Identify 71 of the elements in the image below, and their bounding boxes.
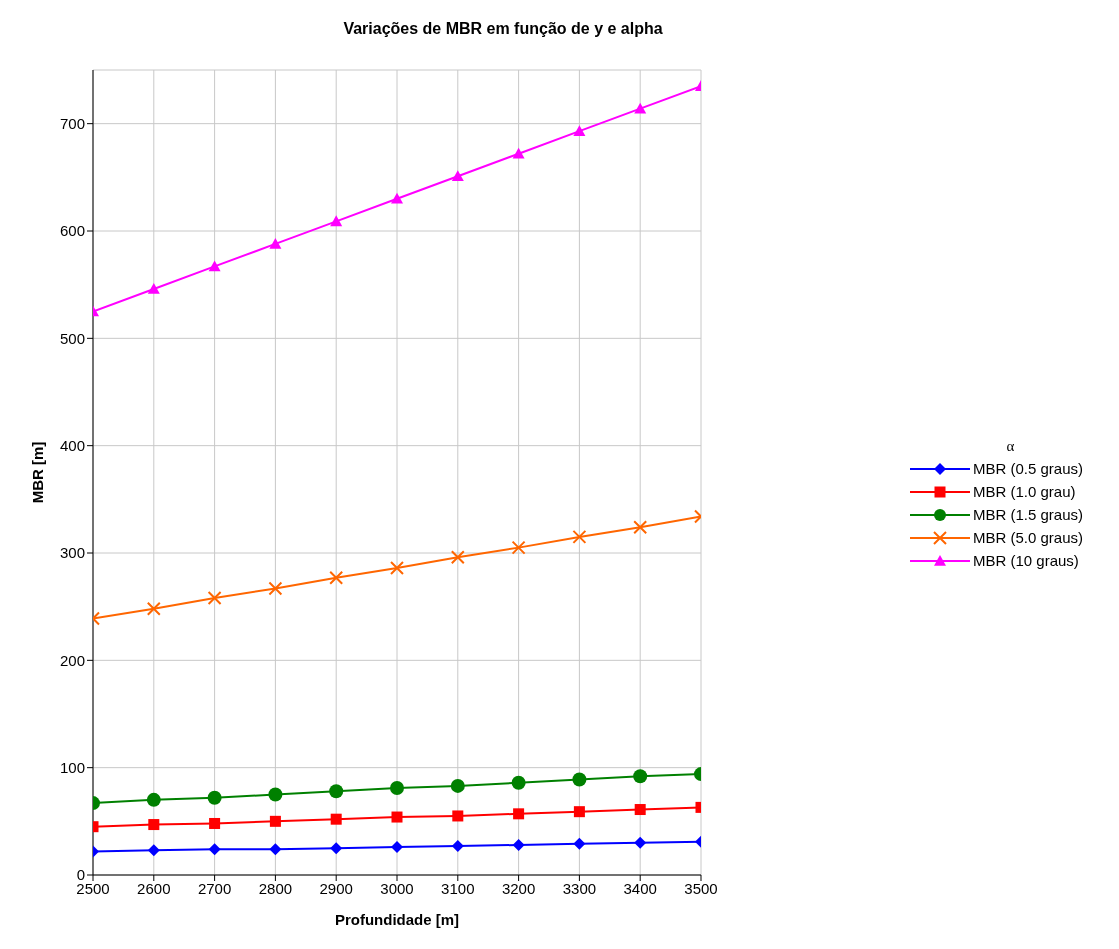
- y-tick-label: 600: [59, 222, 85, 240]
- y-tick-label: 500: [59, 329, 85, 347]
- point: [450, 778, 465, 793]
- x-tick-label: 3100: [441, 879, 475, 897]
- legend-label: MBR (10 graus): [973, 552, 1079, 569]
- point: [634, 102, 647, 114]
- x-tick-label: 3200: [501, 879, 536, 897]
- legend-label: MBR (1.0 grau): [973, 483, 1076, 500]
- legend-label: MBR (1.5 graus): [973, 506, 1084, 523]
- point: [146, 601, 161, 616]
- point: [268, 581, 283, 596]
- point: [573, 837, 586, 850]
- point: [450, 550, 465, 565]
- point: [330, 813, 342, 825]
- y-tick-label: 700: [59, 114, 85, 132]
- point: [451, 840, 464, 853]
- x-tick-label: 2900: [319, 879, 353, 897]
- point: [329, 570, 344, 585]
- x-tick-label: 3500: [684, 879, 718, 897]
- point: [572, 529, 587, 544]
- point: [452, 810, 464, 822]
- point: [391, 841, 403, 854]
- point: [634, 836, 647, 849]
- point: [511, 775, 526, 790]
- point: [208, 843, 221, 856]
- point: [573, 806, 585, 818]
- point: [633, 769, 648, 784]
- y-tick-label: 400: [59, 436, 85, 454]
- x-tick-label: 2800: [258, 879, 293, 897]
- point: [148, 819, 160, 831]
- point: [268, 787, 283, 802]
- point: [207, 591, 222, 606]
- point: [513, 808, 525, 820]
- x-tick-label: 3300: [562, 879, 597, 897]
- point: [207, 790, 222, 805]
- point: [633, 520, 648, 535]
- x-tick-label: 3400: [623, 879, 657, 897]
- legend-title: α: [1005, 438, 1016, 455]
- x-tick-label: 3000: [380, 879, 414, 897]
- point: [451, 170, 464, 182]
- point: [572, 772, 587, 787]
- x-tick-label: 2700: [197, 879, 232, 897]
- y-tick-label: 300: [59, 544, 85, 562]
- x-tick-label: 2600: [137, 879, 171, 897]
- point: [512, 147, 525, 159]
- point: [330, 215, 343, 227]
- point: [146, 792, 161, 807]
- point: [511, 540, 526, 555]
- point: [634, 804, 646, 816]
- chart-title: Variações de MBR em função de y e alpha: [342, 19, 664, 39]
- point: [390, 781, 404, 796]
- point: [330, 842, 343, 855]
- point: [391, 811, 403, 823]
- point: [208, 260, 221, 272]
- legend-label: MBR (0.5 graus): [973, 460, 1084, 477]
- point: [147, 282, 160, 294]
- point: [390, 561, 404, 576]
- y-tick-label: 100: [59, 758, 85, 776]
- point: [209, 817, 221, 829]
- point: [391, 192, 403, 204]
- x-axis-title: Profundidade [m]: [334, 911, 460, 928]
- point: [269, 815, 281, 827]
- y-axis-title: MBR [m]: [29, 441, 47, 504]
- y-tick-label: 200: [59, 651, 85, 669]
- point: [269, 237, 282, 249]
- point: [329, 784, 344, 799]
- point: [512, 838, 525, 851]
- legend-label: MBR (5.0 graus): [973, 529, 1084, 546]
- point: [269, 843, 282, 856]
- point: [147, 844, 160, 857]
- point: [573, 125, 586, 136]
